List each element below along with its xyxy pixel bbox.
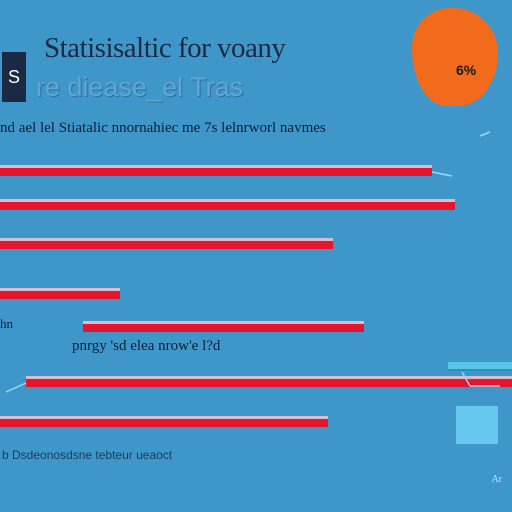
bar-2-highlight [0,199,455,202]
chart-subtitle: re diease_el Tras [36,72,244,102]
corner-text: Ar [491,474,502,485]
bar-6-highlight [26,376,512,379]
logo: S [2,52,26,102]
bar-1 [0,168,432,176]
bar-5 [83,324,364,332]
bar-4 [0,291,120,299]
connector-line-3 [5,382,27,393]
chart-footer-text: b Dsdeonosdsne tebteur ueaoct [2,448,173,462]
bar-7 [0,419,328,427]
chart-header-text: nd ael lel Stiatalic nnornahiec me 7s le… [0,120,326,136]
bar-4-highlight [0,288,120,291]
bar-3-highlight [0,238,333,241]
chart-title: Statisisaltic for voany [44,32,286,64]
decorative-square [456,406,498,444]
percent-badge-label: 6% [456,62,477,78]
bar-5-highlight [83,321,364,324]
bar-7-highlight [0,416,328,419]
decorative-bar [448,362,512,371]
bar-group [0,131,512,427]
mid-annotation: pnrgy 'sd elea nrow'e l?d [72,338,221,354]
connector-line-2 [479,131,491,137]
percent-badge-shape [412,8,498,106]
bar-6 [26,379,512,387]
side-tick-label: hn [0,316,13,331]
bar-2 [0,202,455,210]
connector-line-4 [461,371,471,387]
bar-3 [0,241,333,249]
bar-1-highlight [0,165,432,168]
connector-line-1 [431,171,453,177]
